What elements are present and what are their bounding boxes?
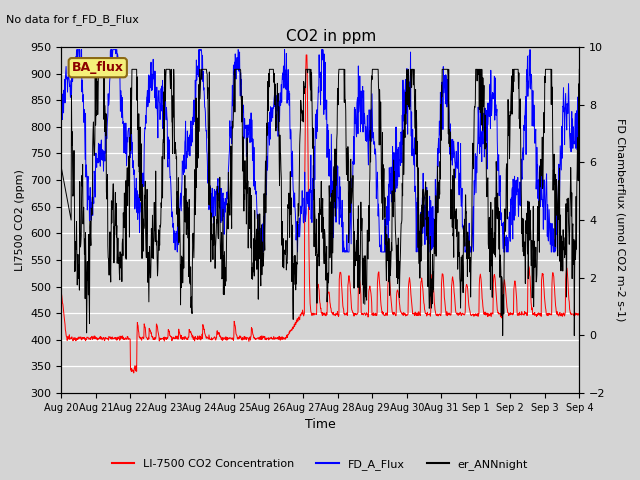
Text: No data for f_FD_B_Flux: No data for f_FD_B_Flux [6,14,140,25]
X-axis label: Time: Time [305,419,336,432]
Title: CO2 in ppm: CO2 in ppm [285,29,376,44]
Text: BA_flux: BA_flux [72,61,124,74]
Y-axis label: FD Chamberflux (umol CO2 m-2 s-1): FD Chamberflux (umol CO2 m-2 s-1) [615,119,625,322]
Y-axis label: LI7500 CO2 (ppm): LI7500 CO2 (ppm) [15,169,25,271]
Legend: LI-7500 CO2 Concentration, FD_A_Flux, er_ANNnight: LI-7500 CO2 Concentration, FD_A_Flux, er… [108,455,532,474]
